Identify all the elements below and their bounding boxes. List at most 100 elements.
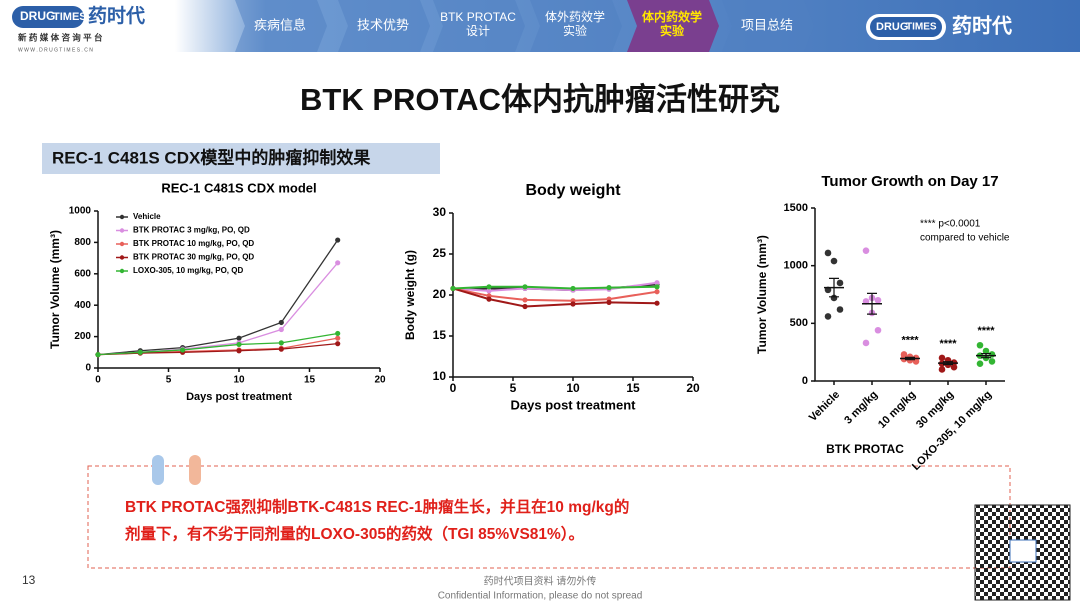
nav-item[interactable]: BTK PROTAC [440, 10, 516, 24]
subtitle-box [42, 143, 440, 174]
data-point [938, 354, 946, 362]
marker [335, 335, 341, 341]
legend-label: LOXO-305, 10 mg/kg, PO, QD [133, 266, 243, 275]
nav-item[interactable]: 项目总结 [741, 17, 793, 32]
logo: 药时代 [952, 13, 1012, 37]
y-tick-label: 400 [74, 300, 91, 311]
nav-tab [627, 0, 719, 52]
legend-swatch [119, 255, 125, 260]
series-line [97, 262, 339, 356]
data-point [830, 257, 838, 265]
error-bar [867, 292, 877, 315]
series-line [452, 287, 658, 308]
subtitle: REC-1 C481S CDX模型中的肿瘤抑制效果 [52, 147, 370, 167]
marker [278, 326, 284, 333]
error-bar [981, 352, 991, 359]
annotation: **** p<0.0001 [920, 219, 981, 230]
x-tick-label: 5 [166, 375, 172, 386]
x-tick-label: 0 [450, 381, 457, 395]
marker [335, 237, 341, 243]
marker [522, 303, 528, 310]
y-tick-label: 30 [433, 205, 447, 219]
marker [278, 319, 284, 326]
legend-swatch [119, 268, 125, 274]
nav-item[interactable]: 技术优势 [357, 17, 409, 32]
marker [654, 300, 660, 306]
nav-item[interactable]: 设计 [466, 24, 490, 38]
data-point [836, 306, 844, 313]
data-point [950, 363, 958, 371]
y-axis-label: Tumor Volume (mm³) [755, 235, 769, 354]
marker [522, 297, 528, 303]
data-point [862, 339, 870, 347]
y-tick-label: 20 [433, 287, 447, 301]
logo: W W W . D R U G T I M E S . C N [18, 47, 93, 53]
y-tick-label: 1000 [69, 206, 92, 217]
nav-item[interactable]: 体内药效学 [642, 9, 702, 24]
legend-label: BTK PROTAC 30 mg/kg, PO, QD [133, 253, 254, 262]
legend-label: Vehicle [133, 212, 161, 221]
legend-label: BTK PROTAC 3 mg/kg, PO, QD [133, 226, 250, 235]
series-line [97, 332, 338, 356]
significance: **** [977, 325, 995, 337]
x-tick-label: 5 [510, 381, 517, 395]
logo: TIMES [906, 22, 937, 33]
nav-item[interactable]: 疾病信息 [254, 17, 306, 32]
legend-swatch [119, 228, 125, 233]
marker [335, 330, 341, 337]
nav-item[interactable]: 体外药效学 [545, 9, 605, 24]
data-point [976, 341, 984, 349]
nav-item[interactable]: 实验 [563, 23, 587, 38]
marker [278, 346, 284, 352]
x-tick-label: Vehicle [807, 389, 842, 424]
chart-title: Tumor Growth on Day 17 [821, 173, 998, 190]
x-tick-label: 10 mg/kg [876, 389, 918, 431]
y-tick-label: 1500 [784, 202, 808, 214]
marker [335, 260, 341, 266]
x-tick-label: 0 [95, 375, 101, 386]
data-point [938, 366, 946, 373]
nav-tab [338, 0, 430, 52]
marker [654, 284, 660, 290]
logo: DRUG [876, 21, 908, 33]
footer: 药时代项目资料 请勿外传 [484, 575, 597, 588]
y-tick-label: 10 [433, 369, 447, 383]
logo-box [870, 17, 942, 37]
y-tick-label: 25 [433, 246, 447, 260]
series-line [97, 239, 339, 356]
data-point [988, 351, 996, 358]
marker [180, 347, 186, 353]
y-tick-label: 0 [802, 375, 808, 387]
marker [236, 335, 242, 341]
x-tick-label: 15 [626, 381, 640, 395]
data-point [874, 326, 882, 334]
logo: 药时代 [88, 4, 145, 27]
y-axis-label: Tumor Volume (mm³) [48, 230, 62, 349]
x-tick-label: 20 [686, 381, 700, 395]
page-number: 13 [22, 573, 36, 587]
data-point [824, 313, 832, 320]
logo: DRUG [20, 9, 55, 23]
significance: **** [901, 334, 919, 346]
annotation: compared to vehicle [920, 233, 1010, 244]
x-tick-label: 3 mg/kg [842, 389, 880, 427]
data-point [862, 247, 870, 254]
marker [522, 284, 528, 290]
marker [486, 296, 492, 302]
nav-item[interactable]: 实验 [660, 23, 685, 38]
marker [654, 289, 660, 295]
x-axis-label: Days post treatment [186, 391, 292, 403]
error-bar [943, 361, 953, 366]
logo-box [12, 6, 84, 28]
x-axis-label: Days post treatment [511, 397, 637, 412]
marker [654, 280, 660, 286]
marker [450, 285, 456, 292]
significance: **** [939, 338, 957, 350]
data-point [982, 347, 990, 355]
y-axis-label: Body weight (g) [403, 250, 417, 340]
series-line [97, 343, 338, 356]
marker [95, 352, 101, 358]
y-tick-label: 500 [790, 317, 808, 329]
